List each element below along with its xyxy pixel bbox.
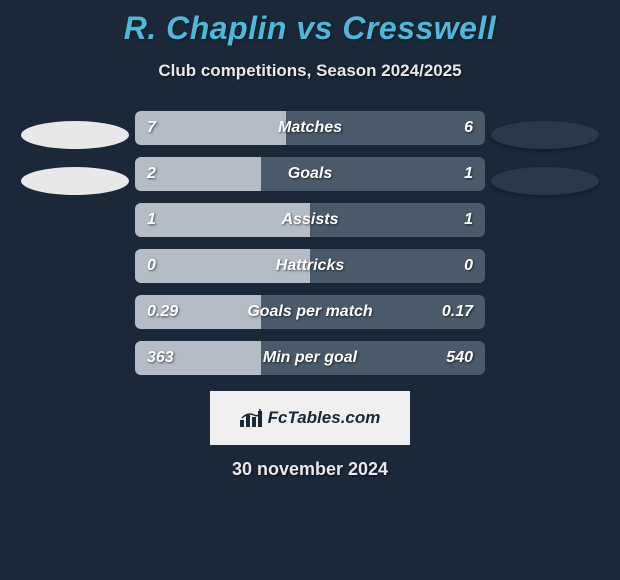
stat-left-value: 0 xyxy=(147,257,156,275)
left-player-ovals xyxy=(15,111,135,213)
stat-left-value: 2 xyxy=(147,165,156,183)
stat-left-value: 363 xyxy=(147,349,174,367)
chart-area: 7 Matches 6 2 Goals 1 1 Assists 1 0 Hattricks 0 0.29… xyxy=(0,111,620,375)
stat-left-value: 7 xyxy=(147,119,156,137)
player-oval xyxy=(21,167,129,195)
comparison-bars: 7 Matches 6 2 Goals 1 1 Assists 1 0 Hattricks 0 0.29… xyxy=(135,111,485,375)
stat-bar: 2 Goals 1 xyxy=(135,157,485,191)
page-title: R. Chaplin vs Cresswell xyxy=(124,10,497,47)
stat-left-value: 0.29 xyxy=(147,303,178,321)
subtitle: Club competitions, Season 2024/2025 xyxy=(158,61,461,81)
stat-label: Goals xyxy=(288,165,332,183)
stat-right-value: 1 xyxy=(464,211,473,229)
stat-bar: 1 Assists 1 xyxy=(135,203,485,237)
stat-bar: 0 Hattricks 0 xyxy=(135,249,485,283)
logo-text: FcTables.com xyxy=(268,408,381,428)
stat-bar: 0.29 Goals per match 0.17 xyxy=(135,295,485,329)
stat-right-value: 0 xyxy=(464,257,473,275)
player-oval xyxy=(21,121,129,149)
stat-right-value: 6 xyxy=(464,119,473,137)
stat-label: Goals per match xyxy=(247,303,372,321)
comparison-infographic: R. Chaplin vs Cresswell Club competition… xyxy=(0,0,620,480)
stat-right-value: 1 xyxy=(464,165,473,183)
stat-bar-fill xyxy=(135,111,286,145)
stat-label: Hattricks xyxy=(276,257,344,275)
stat-right-value: 0.17 xyxy=(442,303,473,321)
date-label: 30 november 2024 xyxy=(232,459,388,480)
stat-label: Min per goal xyxy=(263,349,357,367)
chart-icon xyxy=(240,409,262,427)
fctables-logo-badge: FcTables.com xyxy=(210,391,410,445)
stat-label: Matches xyxy=(278,119,342,137)
stat-label: Assists xyxy=(282,211,339,229)
stat-bar: 363 Min per goal 540 xyxy=(135,341,485,375)
player-oval xyxy=(491,167,599,195)
player-oval xyxy=(491,121,599,149)
stat-right-value: 540 xyxy=(446,349,473,367)
right-player-ovals xyxy=(485,111,605,213)
stat-left-value: 1 xyxy=(147,211,156,229)
stat-bar: 7 Matches 6 xyxy=(135,111,485,145)
